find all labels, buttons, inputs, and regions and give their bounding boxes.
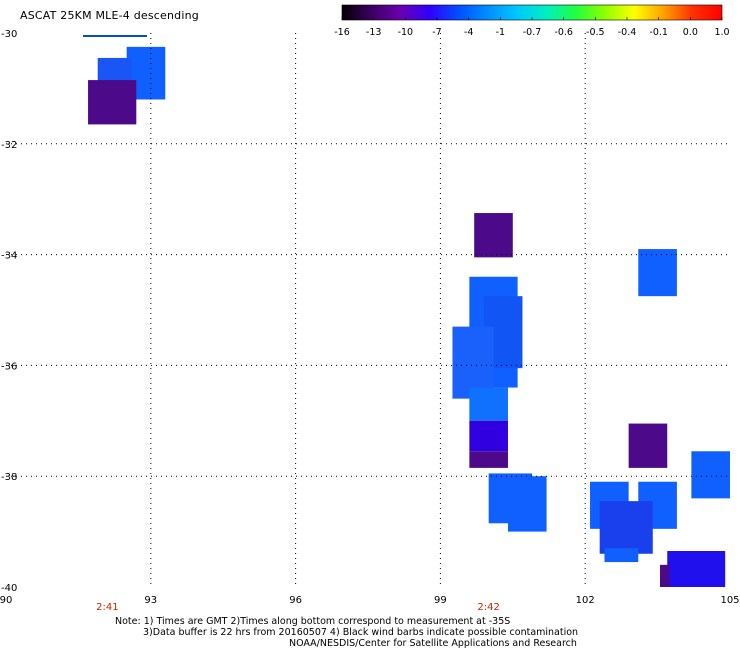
data-cell-20 (660, 564, 670, 587)
data-cell-12 (691, 451, 730, 499)
time-label-1: 2:42 (477, 602, 499, 613)
map-title: ASCAT 25KM MLE-4 descending (20, 9, 199, 22)
note-line-3: NOAA/NESDIS/Center for Satellite Applica… (289, 638, 577, 649)
colorbar-label-9: -0.4 (618, 27, 637, 38)
grid-layer (6, 33, 730, 587)
data-cells-layer (88, 46, 730, 587)
y-tick-label--38: -38 (1, 472, 17, 483)
y-tick-label--32: -32 (1, 140, 17, 151)
y-tick-label--36: -36 (1, 361, 17, 372)
data-cell-8 (469, 387, 508, 421)
x-tick-label-90: 90 (0, 595, 12, 606)
note-line-2: 3)Data buffer is 22 hrs from 20160507 4)… (143, 627, 579, 638)
data-cell-7 (452, 326, 494, 399)
note-line-1: Note: 1) Times are GMT 2)Times along bot… (115, 616, 511, 627)
colorbar-label-4: -4 (464, 27, 473, 38)
data-cell-11 (628, 423, 668, 468)
colorbar-label-12: 1.0 (714, 27, 729, 38)
colorbar-label-2: -10 (398, 27, 414, 38)
data-cell-2 (88, 80, 137, 125)
time-label-0: 2:41 (96, 602, 118, 613)
y-tick-label--40: -40 (1, 583, 17, 594)
colorbar-label-0: -16 (334, 27, 350, 38)
colorbar-label-7: -0.6 (554, 27, 573, 38)
data-cell-3 (474, 213, 513, 258)
colorbar-label-3: -7 (432, 27, 441, 38)
colorbar: -16 -13 -10 -7 -4 -1 -0.7 -0.6 -0.5 -0.4 -0.1 0.0 1.… (334, 4, 730, 38)
data-cell-9 (469, 420, 508, 452)
colorbar-label-6: -0.7 (523, 27, 542, 38)
y-tick-label--30: -30 (1, 29, 17, 40)
data-cell-19 (667, 550, 726, 587)
data-cell-17 (599, 501, 653, 554)
data-cell-14 (507, 476, 547, 532)
data-cell-4 (638, 249, 677, 297)
colorbar-label-1: -13 (366, 27, 382, 38)
colorbar-label-11: 0.0 (683, 27, 698, 38)
y-tick-label--34: -34 (1, 251, 17, 262)
data-cell-10 (469, 451, 508, 468)
x-tick-label-93: 93 (144, 595, 157, 606)
colorbar-label-8: -0.5 (586, 27, 605, 38)
axis-labels-layer: 90 93 96 99 102 105 -30 -32 -34 -36 -38 -40 2:41 2:42 (0, 29, 740, 613)
x-tick-label-105: 105 (720, 595, 739, 606)
x-tick-label-102: 102 (576, 595, 595, 606)
data-cell-18 (604, 548, 639, 563)
colorbar-label-10: -0.1 (649, 27, 668, 38)
colorbar-label-5: -1 (496, 27, 505, 38)
x-tick-label-96: 96 (289, 595, 302, 606)
x-tick-label-99: 99 (434, 595, 447, 606)
